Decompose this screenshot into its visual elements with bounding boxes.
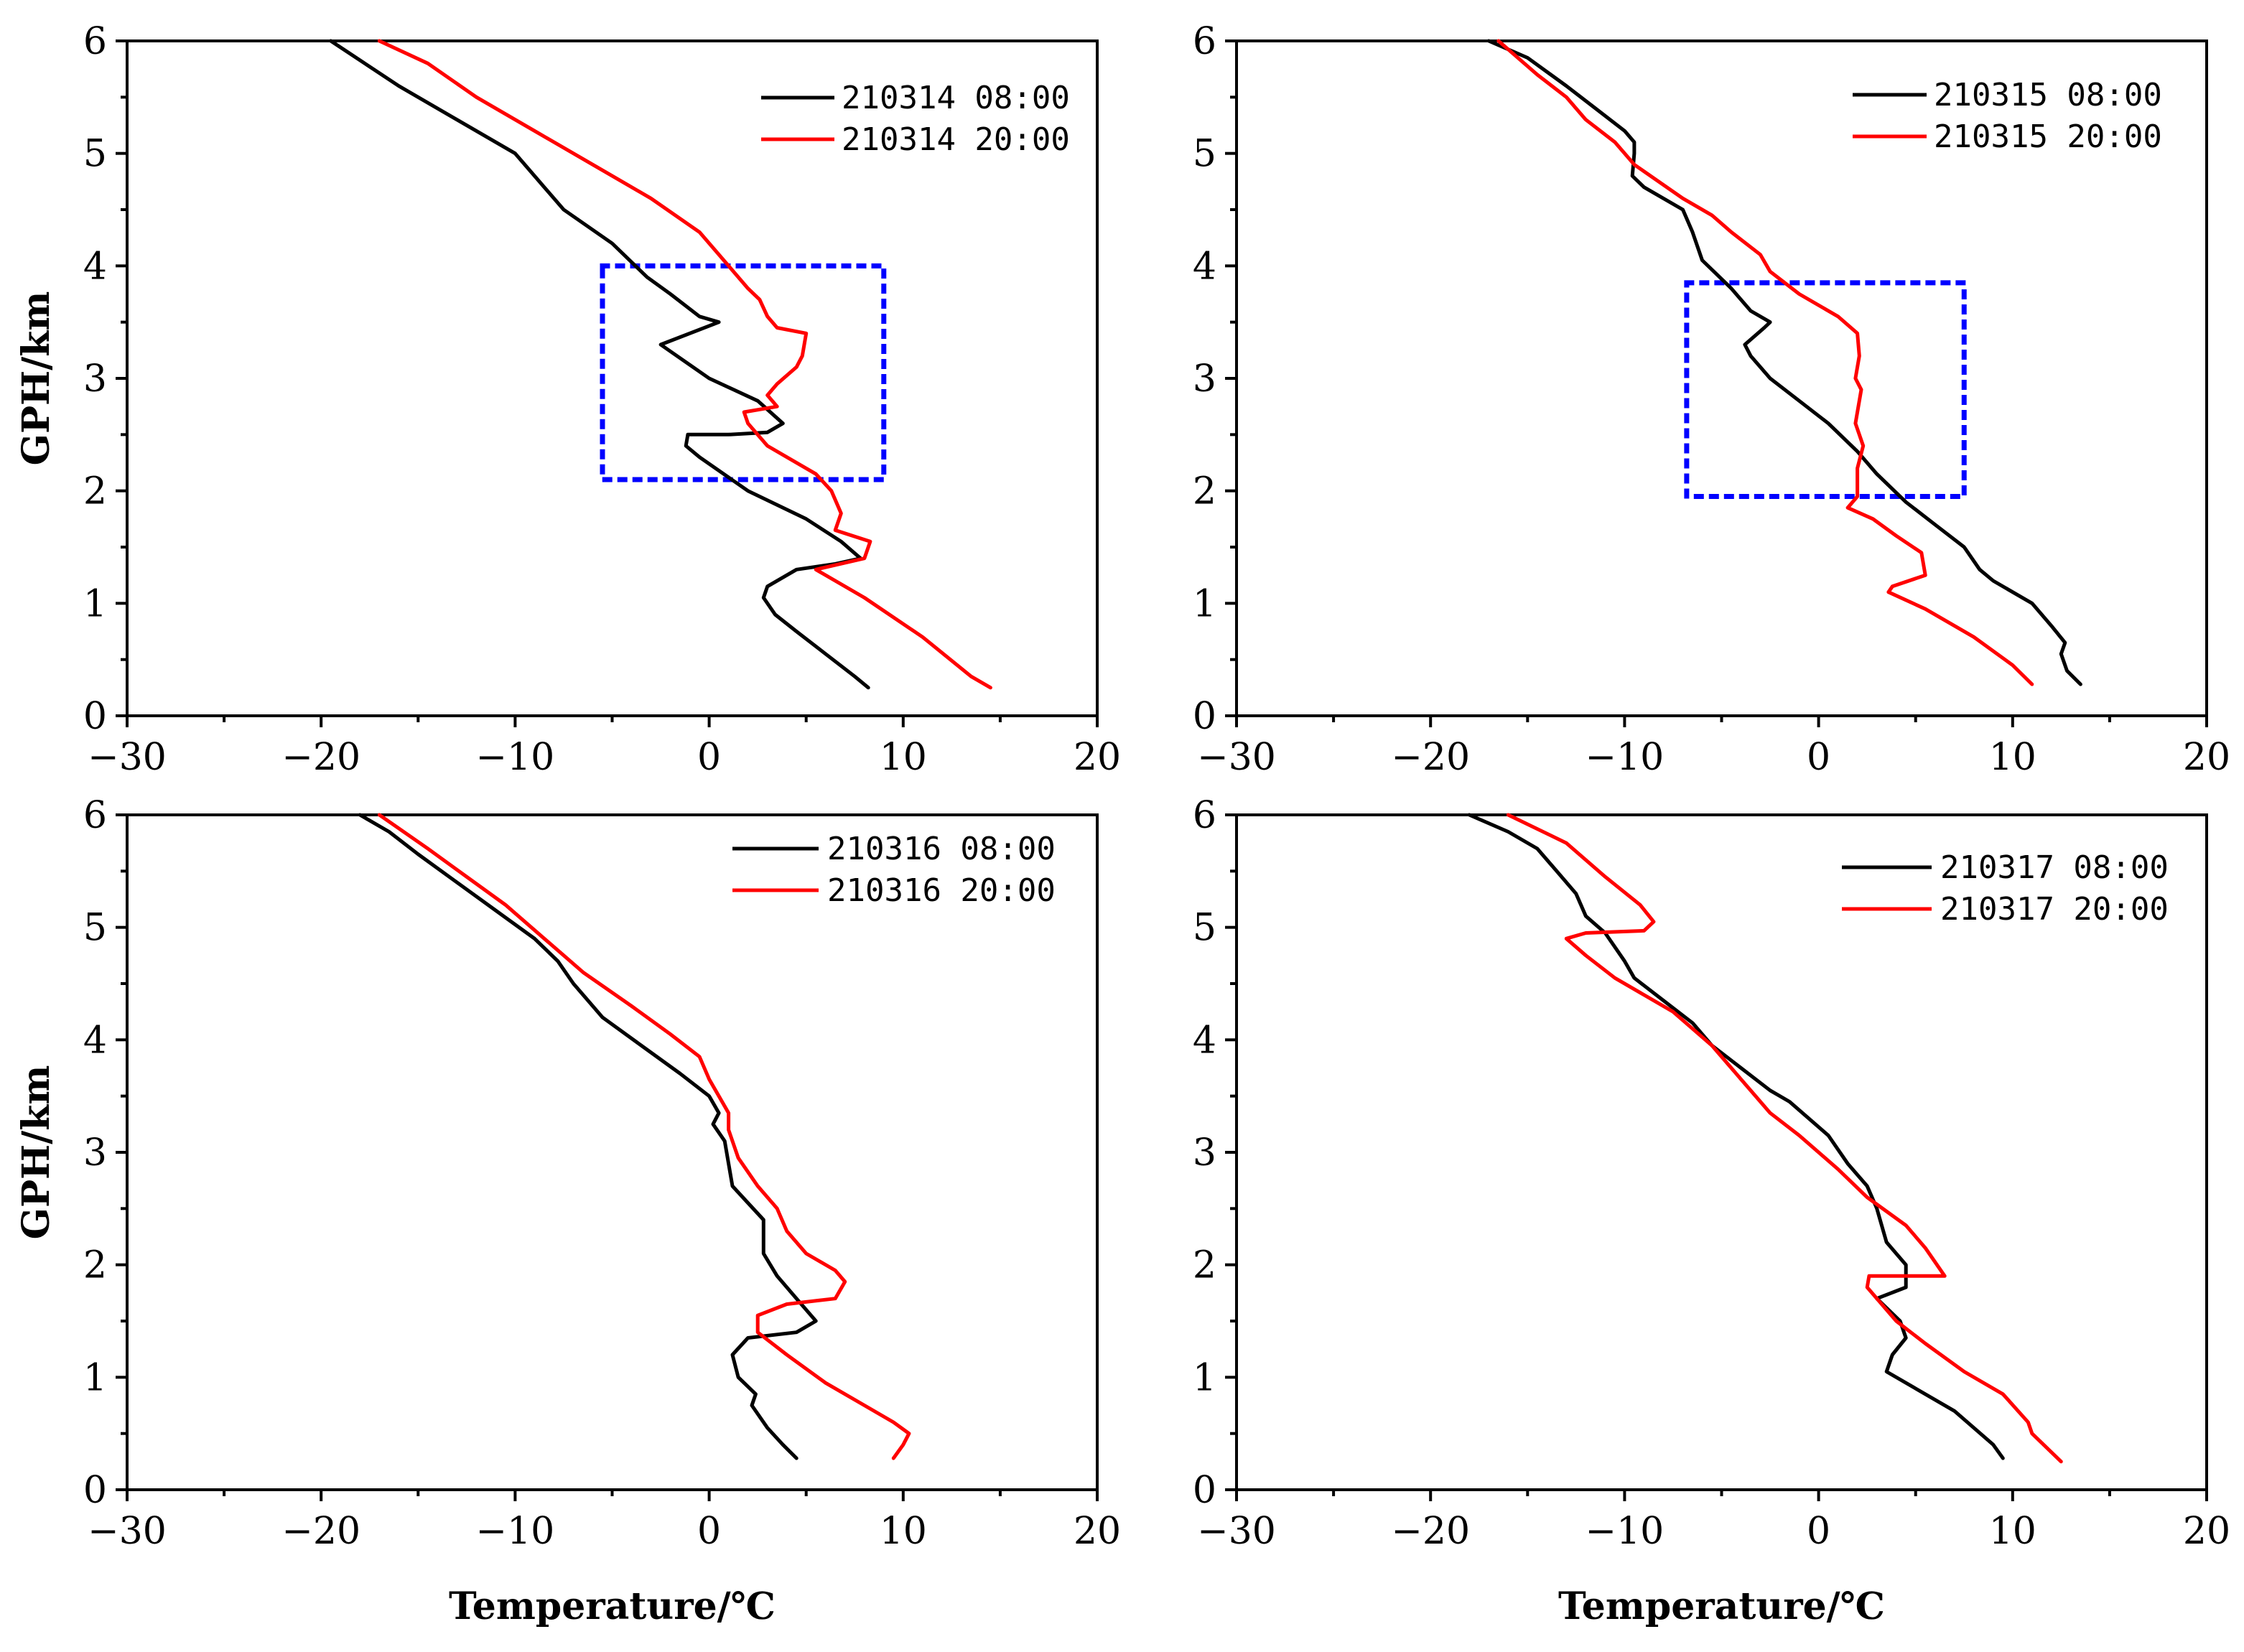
x-tick-label: −20 [281,1510,360,1553]
chart-panel-4: −30 −20 −10 0 10 20 0 1 2 3 4 5 6 Temperature/℃ 210317… [1193,794,2230,1628]
series-line-morning [1467,813,2005,1460]
y-tick-label: 3 [1193,358,1216,401]
series-line-evening [1506,813,2063,1464]
x-tick-label: 0 [1807,1510,1830,1553]
y-tick-label: 5 [83,133,107,176]
y-tick-label: 4 [1193,245,1216,288]
series-line-morning [358,813,818,1460]
x-tick-label: −10 [476,736,555,779]
x-tick-label: 10 [880,1510,927,1553]
legend: 210316 08:00 210316 20:00 [732,831,1056,909]
y-tick-label: 2 [1193,1244,1216,1287]
y-axis-title: GPH/km [14,291,58,466]
y-tick-label: 4 [83,1019,107,1062]
legend-label: 210316 08:00 [827,831,1056,867]
y-tick-label: 0 [1193,695,1216,738]
x-tick-label: 0 [697,736,721,779]
highlight-box [1684,280,1967,499]
y-tick-label: 6 [1193,794,1216,837]
x-axis-title: Temperature/℃ [1558,1585,1885,1628]
x-tick-label: −30 [88,1510,167,1553]
chart-panel-3: −30 −20 −10 0 10 20 0 1 2 3 4 5 6 GPH/km Temperature/℃… [14,794,1121,1628]
y-tick-label: 5 [1193,133,1216,176]
legend: 210315 08:00 210315 20:00 [1853,77,2162,155]
x-tick-label: −20 [1391,736,1470,779]
x-tick-label: −30 [88,736,167,779]
legend-label: 210315 20:00 [1934,118,2162,155]
x-tick-label: 20 [2183,736,2230,779]
y-tick-label: 4 [83,245,107,288]
y-tick-label: 0 [83,1469,107,1512]
legend: 210314 08:00 210314 20:00 [761,80,1070,158]
series-line-evening [1496,39,2034,686]
x-tick-label: 0 [697,1510,721,1553]
x-tick-label: 10 [1989,1510,2036,1553]
y-tick-label: 4 [1193,1019,1216,1062]
x-tick-label: 20 [2183,1510,2230,1553]
y-tick-label: 3 [1193,1131,1216,1175]
y-tick-label: 0 [83,695,107,738]
x-tick-label: 20 [1074,1510,1121,1553]
y-tick-label: 3 [83,1131,107,1175]
y-tick-label: 2 [1193,470,1216,513]
y-tick-label: 5 [83,907,107,950]
x-tick-label: −30 [1197,1510,1276,1553]
series-line-evening [377,813,911,1460]
x-tick-label: −10 [1586,736,1665,779]
y-tick-label: 3 [83,358,107,401]
legend-label: 210317 20:00 [1940,891,2169,928]
x-tick-label: 10 [880,736,927,779]
y-tick-label: 0 [1193,1469,1216,1512]
x-axis-title: Temperature/℃ [449,1585,776,1628]
y-tick-label: 6 [83,20,107,63]
y-tick-label: 1 [1193,1356,1216,1399]
legend: 210317 08:00 210317 20:00 [1842,849,2169,928]
plot-frame [126,813,1099,1491]
legend-label: 210316 20:00 [827,872,1056,909]
x-tick-label: 10 [1989,736,2036,779]
y-tick-label: 6 [1193,20,1216,63]
series-line-evening [377,39,992,690]
x-tick-label: −30 [1197,736,1276,779]
highlight-box [600,263,887,482]
x-tick-label: 20 [1074,736,1121,779]
legend-label: 210314 20:00 [842,121,1070,158]
y-tick-label: 1 [1193,582,1216,625]
series-line-morning [1486,39,2082,686]
legend-label: 210315 08:00 [1934,77,2162,113]
x-tick-label: −20 [281,736,360,779]
y-tick-label: 2 [83,1244,107,1287]
y-tick-label: 1 [83,582,107,625]
y-axis-title: GPH/km [14,1065,58,1240]
x-tick-label: −10 [1586,1510,1665,1553]
series-line-morning [329,39,870,690]
x-tick-label: −20 [1391,1510,1470,1553]
legend-label: 210314 08:00 [842,80,1070,116]
x-tick-label: 0 [1807,736,1830,779]
y-tick-label: 6 [83,794,107,837]
y-tick-label: 1 [83,1356,107,1399]
y-tick-label: 5 [1193,907,1216,950]
x-tick-label: −10 [476,1510,555,1553]
legend-label: 210317 08:00 [1940,849,2169,886]
y-tick-label: 2 [83,470,107,513]
